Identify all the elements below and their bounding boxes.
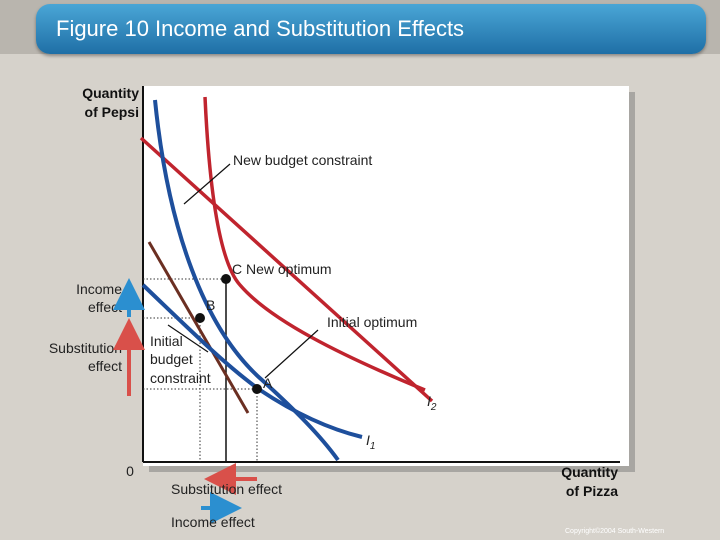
initial-budget-label-line1: Initial (150, 333, 183, 349)
substitution-effect-bottom-label: Substitution effect (171, 481, 282, 497)
initial-budget-line (147, 241, 250, 414)
slide-title: Figure 10 Income and Substitution Effect… (56, 16, 465, 41)
guide-lines (143, 278, 258, 462)
new-budget-leader (183, 163, 231, 205)
origin-label: 0 (126, 463, 134, 479)
title-bar: Figure 10 Income and Substitution Effect… (36, 4, 706, 54)
indifference-curve-b (153, 99, 340, 462)
y-axis-label-line2: of Pepsi (85, 104, 139, 120)
initial-budget-leader (167, 324, 209, 353)
indifference-curve-i2 (203, 96, 426, 392)
plot-area (143, 86, 629, 466)
income-effect-label-line2: effect (88, 299, 122, 315)
y-axis-label-line1: Quantity (82, 85, 139, 101)
copyright-notice: Copyright©2004 South-Western (565, 528, 665, 535)
initial-optimum-label: Initial optimum (327, 314, 417, 330)
point-a (252, 384, 262, 394)
point-b (195, 313, 205, 323)
initial-budget-label-line3: constraint (150, 370, 211, 386)
income-effect-label-line1: Income (76, 281, 122, 297)
i2-label: I2 (427, 393, 437, 413)
initial-budget-label-line2: budget (150, 351, 193, 367)
substitution-effect-label-line1: Substitution (49, 340, 122, 356)
income-effect-bottom-label: Income effect (171, 514, 255, 530)
point-a-label: A (263, 375, 273, 391)
new-budget-label: New budget constraint (233, 152, 372, 168)
point-c (221, 274, 231, 284)
substitution-effect-label-line2: effect (88, 358, 122, 374)
initial-optimum-leader (264, 329, 319, 379)
new-budget-line (139, 136, 434, 403)
point-b-label: B (206, 297, 215, 313)
i1-label: I1 (366, 432, 375, 452)
x-axis-label-line2: of Pizza (566, 483, 618, 499)
x-axis-label-line1: Quantity (561, 464, 618, 480)
new-optimum-label: C New optimum (232, 261, 332, 277)
